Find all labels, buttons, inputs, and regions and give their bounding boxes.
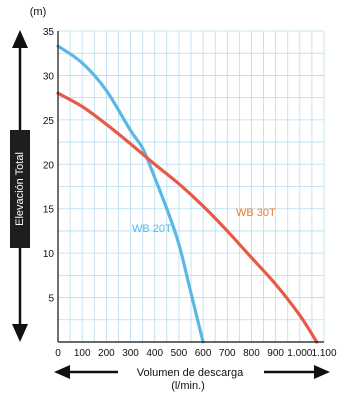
y-axis-label: Elevación Total xyxy=(14,152,26,226)
axes xyxy=(57,31,324,343)
x-tick-label: 1.100 xyxy=(311,348,336,359)
y-label-box xyxy=(10,130,30,248)
series-layer xyxy=(56,44,319,344)
y-tick-labels: 5 10 15 20 25 30 35 xyxy=(43,27,55,305)
x-axis-arrow: Volumen de descarga (l/min.) xyxy=(54,364,330,392)
y-axis-arrow: Elevación Total xyxy=(10,30,30,342)
right-arrow-icon xyxy=(314,365,330,379)
x-tick-label: 300 xyxy=(122,348,139,359)
series-line-wb30t xyxy=(56,91,319,344)
y-tick-label: 15 xyxy=(43,205,55,216)
down-arrow-icon xyxy=(12,324,28,342)
x-tick-label: 0 xyxy=(55,348,61,359)
x-tick-label: 600 xyxy=(195,348,212,359)
x-tick-label: 1.000 xyxy=(287,348,312,359)
x-tick-label: 200 xyxy=(98,348,115,359)
x-tick-label: 900 xyxy=(267,348,284,359)
y-tick-label: 25 xyxy=(43,116,55,127)
left-arrow-icon xyxy=(54,365,70,379)
x-unit-label: (l/min.) xyxy=(171,380,205,392)
y-tick-label: 20 xyxy=(43,160,55,171)
y-tick-label: 35 xyxy=(43,27,55,38)
series-label-wb30t: WB 30T xyxy=(236,207,276,219)
x-tick-label: 800 xyxy=(243,348,260,359)
grid xyxy=(58,30,325,342)
x-tick-labels: 0 100 200 300 400 500 600 700 800 900 1.000 1.100 xyxy=(55,348,337,359)
y-tick-label: 5 xyxy=(48,294,54,305)
x-tick-label: 400 xyxy=(146,348,163,359)
x-tick-label: 500 xyxy=(171,348,188,359)
series-label-wb20t: WB 20T xyxy=(132,223,172,235)
series-line-wb20t xyxy=(56,44,205,344)
x-tick-label: 700 xyxy=(219,348,236,359)
x-tick-label: 100 xyxy=(74,348,91,359)
up-arrow-icon xyxy=(12,30,28,48)
y-tick-label: 30 xyxy=(43,71,55,82)
y-unit-label: (m) xyxy=(30,6,47,18)
x-label-backdrop xyxy=(118,364,264,380)
x-axis-label: Volumen de descarga xyxy=(137,367,244,379)
y-tick-label: 10 xyxy=(43,249,55,260)
